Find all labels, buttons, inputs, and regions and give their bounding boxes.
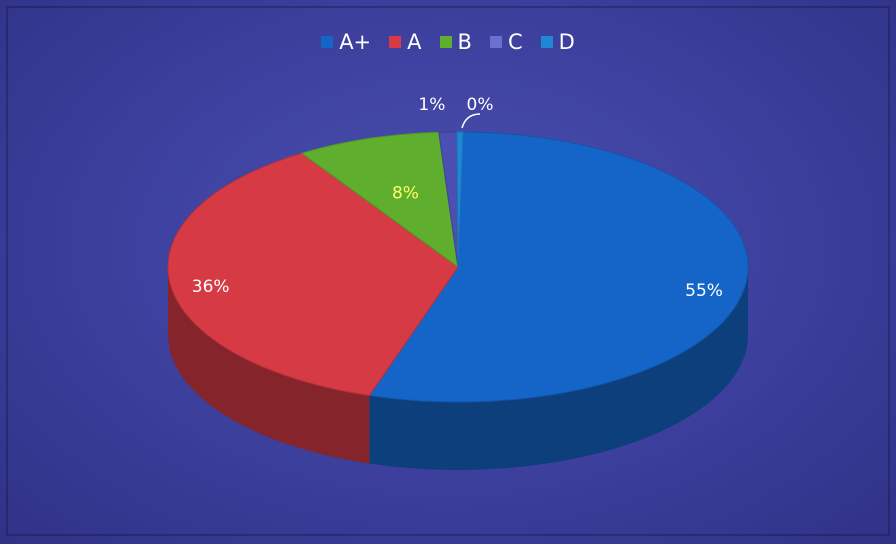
pie-slice-A+ (368, 131, 749, 403)
legend-label: C (507, 30, 523, 54)
legend-swatch (540, 36, 553, 48)
legend-swatch (389, 36, 402, 48)
chart-border (6, 6, 890, 536)
legend-label: A+ (339, 30, 372, 54)
legend-item-b: B (439, 30, 472, 54)
legend-label: B (457, 30, 472, 54)
data-label-A+: 55% (685, 281, 723, 301)
legend-item-c: C (489, 30, 523, 54)
pie-top-faces (167, 131, 749, 403)
legend-swatch (321, 36, 334, 48)
legend-label: A (407, 30, 422, 54)
legend-item-d: D (540, 30, 575, 54)
data-label-A: 36% (192, 277, 230, 297)
leader-line (461, 113, 481, 129)
pie-slice-A (167, 152, 459, 397)
legend-swatch (439, 36, 452, 48)
data-label-B: 8% (392, 184, 419, 204)
pie-slice-side-A (168, 267, 370, 464)
pie-slice-B (300, 131, 459, 269)
pie-slice-D (456, 131, 464, 268)
chart-legend: A+ A B C D (0, 30, 896, 54)
pie-side-walls (168, 267, 748, 471)
pie-data-labels: 55% 36% 8% 1% 0% (192, 95, 723, 301)
data-label-D: 0% (467, 95, 494, 115)
legend-swatch (489, 36, 502, 48)
pie-slice-side-A+ (369, 267, 748, 471)
data-label-C: 1% (418, 95, 445, 115)
legend-label: D (558, 30, 575, 54)
legend-item-a-plus: A+ (321, 30, 371, 54)
legend-item-a: A (389, 30, 422, 54)
